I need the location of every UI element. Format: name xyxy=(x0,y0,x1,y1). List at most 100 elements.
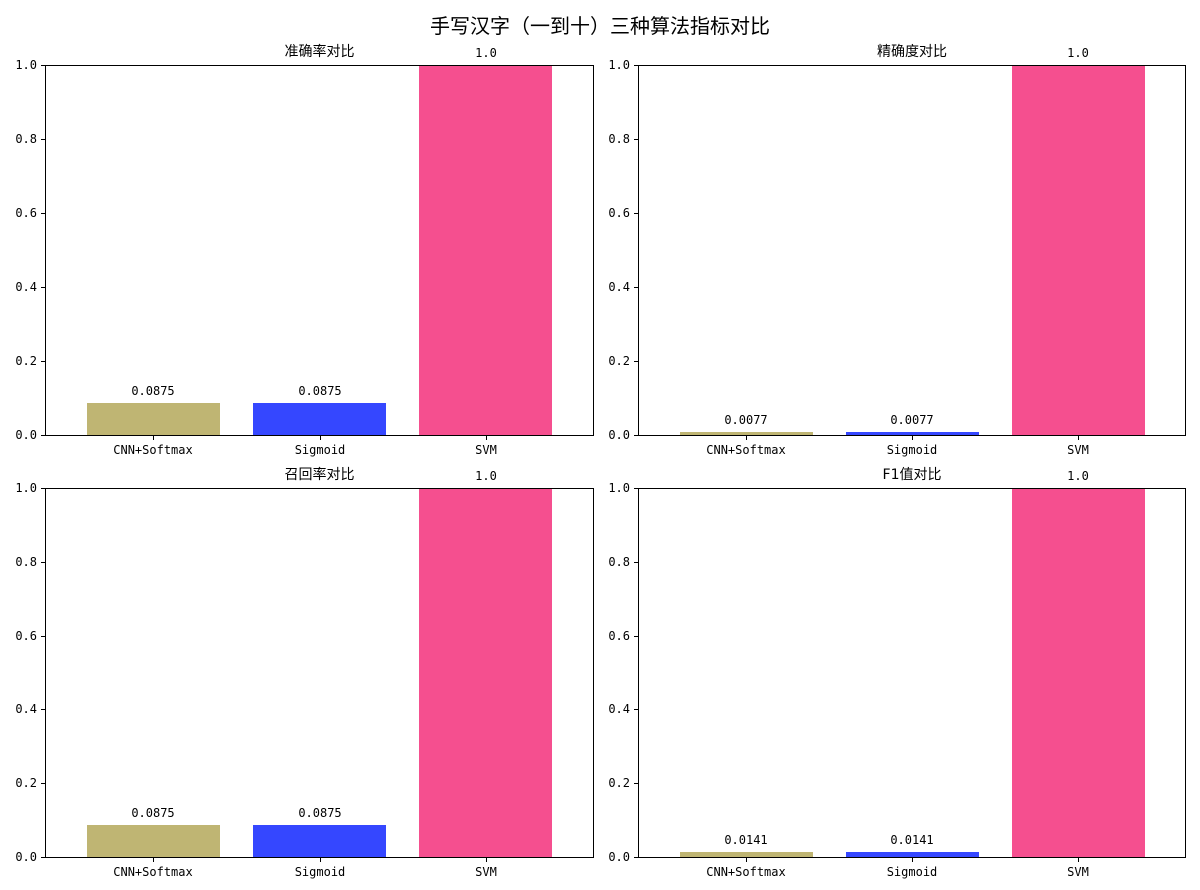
value-label: 0.0875 xyxy=(298,384,342,398)
subplot-title: 召回率对比 xyxy=(284,467,355,483)
y-tick xyxy=(41,636,45,637)
bar-svm xyxy=(1012,65,1145,435)
y-tick xyxy=(41,65,45,66)
axes-1 xyxy=(45,65,594,436)
y-tick-label: 0.0 xyxy=(15,850,37,864)
value-label: 1.0 xyxy=(1067,46,1089,60)
x-tick xyxy=(746,436,747,440)
axes-2 xyxy=(638,65,1186,436)
y-tick-label: 1.0 xyxy=(15,481,37,495)
y-tick xyxy=(634,636,638,637)
bar-cnn-softmax xyxy=(680,852,813,857)
bar-sigmoid xyxy=(846,852,979,857)
y-tick xyxy=(41,435,45,436)
y-tick xyxy=(634,139,638,140)
y-tick xyxy=(41,857,45,858)
y-tick xyxy=(634,65,638,66)
y-tick-label: 0.8 xyxy=(15,132,37,146)
y-tick-label: 0.6 xyxy=(608,206,630,220)
bar-svm xyxy=(419,488,552,857)
y-tick xyxy=(634,857,638,858)
y-tick-label: 1.0 xyxy=(15,58,37,72)
axes-3 xyxy=(45,488,594,858)
y-tick xyxy=(41,562,45,563)
x-tick-label: Sigmoid xyxy=(886,443,938,457)
x-tick xyxy=(486,858,487,862)
y-tick-label: 0.8 xyxy=(608,555,630,569)
x-tick-label: SVM xyxy=(1067,443,1089,457)
y-tick-label: 0.2 xyxy=(15,776,37,790)
y-tick-label: 1.0 xyxy=(608,481,630,495)
value-label: 0.0141 xyxy=(890,833,934,847)
x-tick xyxy=(1078,436,1079,440)
y-tick xyxy=(634,783,638,784)
x-tick-label: Sigmoid xyxy=(294,865,346,879)
x-tick xyxy=(486,436,487,440)
x-tick xyxy=(320,436,321,440)
y-tick-label: 0.2 xyxy=(608,354,630,368)
subplot-title: 准确率对比 xyxy=(284,44,355,60)
y-tick-label: 0.4 xyxy=(608,702,630,716)
value-label: 0.0077 xyxy=(724,413,768,427)
value-label: 0.0875 xyxy=(131,806,175,820)
value-label: 0.0875 xyxy=(131,384,175,398)
y-tick xyxy=(41,361,45,362)
y-tick-label: 0.6 xyxy=(608,629,630,643)
bar-svm xyxy=(1012,488,1145,857)
bar-sigmoid xyxy=(846,432,979,435)
y-tick-label: 0.4 xyxy=(15,280,37,294)
bar-sigmoid xyxy=(253,825,386,857)
y-tick-label: 0.0 xyxy=(608,850,630,864)
y-tick-label: 0.0 xyxy=(608,428,630,442)
y-tick xyxy=(634,562,638,563)
y-tick-label: 0.4 xyxy=(608,280,630,294)
y-tick xyxy=(41,488,45,489)
y-tick xyxy=(41,287,45,288)
bar-cnn-softmax xyxy=(87,403,220,435)
x-tick xyxy=(746,858,747,862)
y-tick xyxy=(634,361,638,362)
x-tick-label: CNN+Softmax xyxy=(706,443,786,457)
y-tick-label: 0.8 xyxy=(608,132,630,146)
y-tick-label: 0.6 xyxy=(15,629,37,643)
x-tick xyxy=(153,436,154,440)
x-tick xyxy=(912,436,913,440)
bar-svm xyxy=(419,65,552,435)
y-tick xyxy=(41,709,45,710)
axes-4 xyxy=(638,488,1186,858)
bar-sigmoid xyxy=(253,403,386,435)
y-tick xyxy=(41,783,45,784)
y-tick xyxy=(41,213,45,214)
bar-cnn-softmax xyxy=(680,432,813,435)
y-tick-label: 0.6 xyxy=(15,206,37,220)
x-tick xyxy=(153,858,154,862)
y-tick-label: 0.2 xyxy=(608,776,630,790)
y-tick-label: 0.0 xyxy=(15,428,37,442)
y-tick xyxy=(634,488,638,489)
y-tick xyxy=(634,287,638,288)
value-label: 1.0 xyxy=(475,46,497,60)
y-tick-label: 0.2 xyxy=(15,354,37,368)
value-label: 0.0141 xyxy=(724,833,768,847)
y-tick-label: 0.8 xyxy=(15,555,37,569)
x-tick xyxy=(912,858,913,862)
y-tick xyxy=(41,139,45,140)
y-tick xyxy=(634,709,638,710)
value-label: 1.0 xyxy=(475,469,497,483)
x-tick-label: SVM xyxy=(475,443,497,457)
y-tick-label: 0.4 xyxy=(15,702,37,716)
x-tick-label: CNN+Softmax xyxy=(113,865,193,879)
x-tick-label: Sigmoid xyxy=(294,443,346,457)
subplot-title: F1值对比 xyxy=(882,467,942,483)
y-tick-label: 1.0 xyxy=(608,58,630,72)
bar-cnn-softmax xyxy=(87,825,220,857)
x-tick-label: SVM xyxy=(1067,865,1089,879)
y-tick xyxy=(634,213,638,214)
value-label: 1.0 xyxy=(1067,469,1089,483)
figure-title: 手写汉字（一到十）三种算法指标对比 xyxy=(430,14,770,38)
value-label: 0.0077 xyxy=(890,413,934,427)
x-tick xyxy=(320,858,321,862)
subplot-title: 精确度对比 xyxy=(877,44,947,60)
x-tick-label: SVM xyxy=(475,865,497,879)
y-tick xyxy=(634,435,638,436)
